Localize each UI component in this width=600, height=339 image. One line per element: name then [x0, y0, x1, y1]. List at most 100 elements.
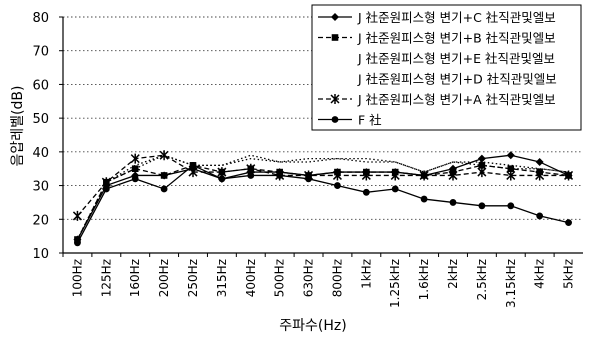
data-point: [506, 151, 515, 160]
data-point: [131, 175, 139, 183]
data-point: [391, 185, 399, 193]
legend-label: J 社준원피스형 변기+E 社직관및엘보: [357, 51, 555, 66]
series-line: [76, 154, 569, 240]
data-point: [535, 157, 544, 166]
data-point: [102, 185, 110, 193]
data-point: [361, 170, 371, 181]
legend-box: [311, 4, 582, 131]
data-point: [331, 13, 339, 21]
data-point: [362, 188, 370, 196]
legend-entry: J 社준원피스형 변기+C 社직관및엘보: [318, 10, 556, 25]
legend-entry: F 社: [318, 113, 382, 128]
legend-label: J 社준원피스형 변기+D 社직관및엘보: [357, 72, 557, 87]
legend-label: J 社준원피스형 변기+B 社직관및엘보: [357, 31, 556, 46]
x-axis-title: 주파수(Hz): [279, 318, 346, 334]
x-tick-label: 250Hz: [186, 259, 200, 297]
data-point: [305, 175, 312, 183]
data-point: [507, 202, 515, 210]
data-point: [535, 170, 545, 181]
data-point: [247, 172, 255, 179]
data-point: [506, 170, 516, 181]
data-point: [72, 210, 82, 221]
x-tick-label: 2kHz: [446, 259, 460, 289]
legend-entry: J 社준원피스형 변기+A 社직관및엘보: [318, 92, 556, 107]
legend-label: F 社: [358, 113, 382, 128]
data-point: [449, 199, 457, 206]
data-point: [189, 161, 197, 169]
legend-entry: J 社준원피스형 변기+B 社직관및엘보: [318, 31, 556, 46]
data-point: [159, 150, 169, 161]
data-point: [74, 239, 81, 247]
legend-label: J 社준원피스형 변기+A 社직관및엘보: [357, 92, 556, 107]
series-1: [73, 151, 573, 244]
x-tick-label: 315Hz: [215, 259, 229, 297]
series-3: [76, 154, 569, 240]
data-point: [332, 170, 342, 181]
x-tick-label: 400Hz: [244, 259, 258, 297]
data-point: [101, 177, 111, 188]
x-tick-label: 1kHz: [359, 259, 373, 289]
x-tick-label: 5kHz: [562, 259, 576, 289]
x-tick-label: 100Hz: [70, 259, 84, 297]
data-point: [334, 182, 341, 189]
data-point: [420, 195, 428, 203]
y-tick-label: 10: [32, 247, 49, 262]
data-point: [507, 165, 515, 173]
data-point: [246, 163, 256, 174]
data-point: [564, 170, 574, 181]
data-point: [536, 212, 544, 220]
data-point: [160, 172, 168, 179]
x-tick-label: 1.6kHz: [417, 259, 431, 300]
data-point: [390, 170, 400, 181]
x-tick-label: 500Hz: [273, 259, 287, 297]
y-tick-label: 20: [32, 213, 49, 228]
data-point: [217, 167, 227, 178]
series-line: [76, 154, 569, 240]
series-group: [72, 150, 574, 247]
y-tick-label: 30: [32, 180, 49, 195]
data-point: [478, 202, 486, 210]
y-axis-title: 음압레벨(dB): [10, 86, 26, 167]
series-6: [74, 161, 572, 247]
x-axis-ticks: 100Hz 125Hz 160Hz 200Hz 250Hz 315Hz 400Hz 500Hz…: [62, 253, 576, 308]
x-tick-label: 160Hz: [128, 259, 142, 297]
data-point: [419, 170, 429, 181]
y-tick-label: 70: [32, 45, 49, 60]
series-line: [76, 164, 569, 240]
legend: J 社준원피스형 변기+C 社직관및엘보 J 社준원피스형 변기+B 社직관및엘보…: [311, 4, 582, 131]
data-point: [218, 175, 226, 183]
data-point: [188, 167, 198, 178]
y-axis-ticks: 10 20 30 40 50 60 70 80: [32, 11, 63, 262]
data-point: [330, 94, 340, 104]
y-tick-label: 80: [32, 11, 49, 26]
y-tick-label: 40: [32, 146, 49, 161]
legend-entry: J 社준원피스형 변기+D 社직관및엘보: [357, 72, 557, 87]
series-line: [76, 164, 569, 244]
x-tick-label: 4kHz: [533, 259, 547, 289]
data-point: [477, 154, 486, 163]
data-point: [276, 172, 284, 179]
legend-label: J 社준원피스형 변기+C 社직관및엘보: [357, 10, 556, 25]
axes: [62, 17, 583, 254]
x-tick-label: 800Hz: [330, 259, 344, 297]
data-point: [160, 185, 168, 193]
data-point: [331, 116, 339, 123]
x-tick-label: 2.5kHz: [475, 259, 489, 300]
data-point: [130, 153, 140, 164]
x-tick-label: 630Hz: [302, 259, 316, 297]
y-tick-label: 60: [32, 78, 49, 93]
x-tick-label: 125Hz: [99, 259, 113, 297]
legend-entry: J 社준원피스형 변기+E 社직관및엘보: [357, 51, 555, 66]
x-tick-label: 1.25kHz: [388, 259, 402, 308]
data-point: [448, 170, 458, 181]
series-4: [76, 154, 569, 240]
series-line: [76, 154, 569, 240]
data-point: [331, 34, 339, 41]
x-tick-label: 200Hz: [157, 259, 171, 297]
data-point: [565, 219, 572, 227]
y-tick-label: 50: [32, 112, 49, 127]
x-tick-label: 3.15kHz: [504, 259, 518, 308]
data-point: [477, 167, 487, 178]
series-line: [76, 154, 569, 217]
